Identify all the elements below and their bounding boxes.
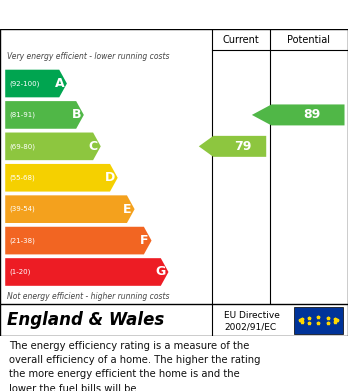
Text: C: C (89, 140, 98, 153)
Text: 89: 89 (303, 108, 320, 122)
Text: EU Directive: EU Directive (224, 311, 280, 320)
Polygon shape (5, 133, 101, 160)
Text: E: E (123, 203, 132, 216)
Text: F: F (140, 234, 149, 247)
Text: (69-80): (69-80) (9, 143, 35, 150)
Text: (21-38): (21-38) (9, 237, 35, 244)
Text: Not energy efficient - higher running costs: Not energy efficient - higher running co… (7, 292, 169, 301)
Polygon shape (5, 258, 168, 286)
Bar (294, 307, 343, 334)
Text: (1-20): (1-20) (9, 269, 31, 275)
Polygon shape (199, 136, 266, 157)
Text: B: B (72, 108, 81, 122)
Text: 79: 79 (235, 140, 252, 153)
Text: Potential: Potential (287, 35, 330, 45)
Text: (55-68): (55-68) (9, 174, 35, 181)
Text: (81-91): (81-91) (9, 112, 35, 118)
Polygon shape (5, 70, 67, 97)
Text: Current: Current (222, 35, 259, 45)
Text: G: G (156, 265, 166, 278)
Polygon shape (252, 104, 345, 126)
Text: (39-54): (39-54) (9, 206, 35, 212)
Polygon shape (5, 196, 135, 223)
Polygon shape (5, 227, 151, 255)
Text: (92-100): (92-100) (9, 80, 40, 87)
Polygon shape (5, 164, 118, 192)
Text: Very energy efficient - lower running costs: Very energy efficient - lower running co… (7, 52, 169, 61)
Text: 2002/91/EC: 2002/91/EC (224, 323, 277, 332)
Text: A: A (55, 77, 64, 90)
Text: England & Wales: England & Wales (7, 311, 164, 329)
Text: The energy efficiency rating is a measure of the
overall efficiency of a home. T: The energy efficiency rating is a measur… (9, 341, 260, 391)
Text: Energy Efficiency Rating: Energy Efficiency Rating (9, 7, 230, 22)
Polygon shape (5, 101, 84, 129)
Text: D: D (105, 171, 115, 184)
